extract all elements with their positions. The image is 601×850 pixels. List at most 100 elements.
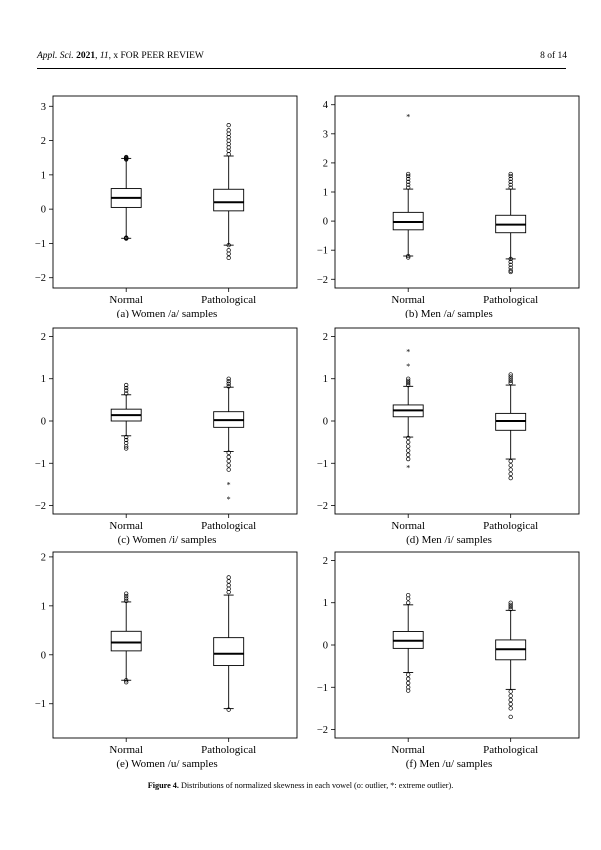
outlier-point (508, 606, 513, 612)
y-tick-label: 0 (323, 417, 328, 428)
outlier-point (226, 384, 231, 389)
figure-label: Figure 4. (147, 781, 179, 790)
figure-caption: Figure 4. Distributions of normalized sk… (0, 781, 601, 790)
outlier-point (226, 145, 231, 150)
outlier-point (124, 391, 129, 396)
box-normal (110, 591, 142, 685)
outlier-point (406, 444, 411, 449)
y-tick-label: 1 (323, 374, 328, 385)
box-pathological: ** (213, 376, 245, 504)
iqr-box (110, 630, 142, 652)
iqr-box (213, 637, 245, 667)
outlier-point (124, 382, 129, 388)
outlier-point (406, 173, 411, 179)
outlier-point (508, 372, 513, 377)
panel-title: (f) Men /u/ samples (406, 758, 492, 770)
box-normal: * * * (392, 347, 424, 473)
box-normal: * (392, 112, 424, 260)
outlier-point (508, 697, 513, 703)
outlier-point (226, 454, 231, 460)
outlier-point (124, 434, 129, 440)
outlier-point (508, 265, 513, 270)
outlier-point (226, 122, 231, 128)
outlier-point (226, 575, 231, 580)
outlier-point (226, 248, 231, 253)
plot-frame (334, 327, 580, 515)
panel-title: (c) Women /i/ samples (118, 534, 217, 546)
x-tick-label: Normal (391, 294, 425, 306)
outlier-point (406, 176, 411, 182)
box-pathological (495, 171, 527, 275)
outlier-point (226, 379, 231, 384)
x-tick-label: Pathological (201, 520, 256, 532)
boxplot-chart: −2 −1 0 1 2 3 Normal Pathological (a) Women /a/ … (35, 95, 298, 320)
y-tick-label: 1 (41, 374, 46, 385)
header-rule (37, 68, 566, 69)
review-status: , x FOR PEER REVIEW (108, 51, 204, 61)
outlier-point (124, 385, 129, 391)
x-tick-label: Normal (391, 744, 425, 756)
panel-title: (b) Men /a/ samples (405, 308, 493, 318)
journal-volume: 11 (99, 51, 109, 61)
outlier-point (124, 680, 129, 685)
outlier-point (226, 583, 231, 588)
outlier-point (226, 131, 231, 136)
extreme-outlier-point: * (406, 464, 410, 473)
outlier-point (508, 471, 513, 476)
outlier-point (226, 586, 231, 591)
outlier-point (226, 459, 231, 464)
panel-e-women-u: −1 0 1 2 Normal Pathological (e) Women /u/ sam… (20, 542, 305, 774)
plot-frame (52, 327, 298, 515)
outlier-point (508, 176, 513, 182)
y-tick-label: −2 (35, 501, 46, 512)
outlier-point (226, 141, 231, 147)
outlier-point (508, 268, 513, 273)
y-tick-label: 0 (41, 205, 46, 216)
outlier-point (226, 148, 231, 154)
outlier-point (508, 604, 513, 610)
extreme-outlier-point: * (227, 495, 231, 504)
box-normal (110, 154, 142, 241)
journal-year: 2021 (76, 51, 96, 61)
outlier-point (508, 467, 513, 472)
outlier-point (124, 444, 129, 449)
outlier-point (226, 138, 231, 143)
outlier-point (508, 374, 513, 379)
outlier-point (406, 676, 411, 681)
outlier-point (406, 439, 411, 445)
outlier-point (226, 242, 231, 248)
iqr-box (213, 188, 245, 212)
y-tick-label: 0 (41, 417, 46, 428)
plot-frame (334, 551, 580, 739)
outlier-point (406, 380, 411, 386)
outlier-point (124, 598, 129, 604)
page-number: 8 of 14 (540, 51, 567, 61)
outlier-point (508, 173, 513, 179)
y-tick-label: −1 (317, 246, 328, 257)
outlier-point (226, 467, 231, 472)
outlier-point (508, 702, 513, 707)
boxplot-chart: −2 −1 0 1 2 3 4 Normal Pathological (b) Men /a/ s… (317, 95, 580, 320)
outlier-point (406, 185, 411, 190)
y-tick-label: 3 (323, 129, 328, 140)
panel-title: (a) Women /a/ samples (117, 308, 218, 318)
box-pathological (495, 372, 527, 481)
y-tick-label: −2 (35, 273, 46, 284)
journal-citation: Appl. Sci. 2021, 11, x FOR PEER REVIEW (37, 51, 204, 61)
x-tick-label: Normal (109, 294, 143, 306)
outlier-point (508, 600, 513, 605)
box-pathological (495, 600, 527, 720)
outlier-point (406, 452, 411, 457)
outlier-point (508, 689, 513, 694)
outlier-point (226, 152, 231, 157)
y-tick-label: 1 (323, 598, 328, 609)
y-tick-label: 3 (41, 102, 46, 113)
outlier-point (406, 253, 411, 259)
panel-d-men-i: −2 −1 0 1 2 Normal Pathological (d) Men /i/ sam… (302, 318, 587, 550)
y-tick-label: 1 (41, 170, 46, 181)
outlier-point (226, 381, 231, 386)
outlier-point (508, 459, 513, 464)
outlier-point (124, 235, 129, 240)
outlier-point (508, 602, 513, 607)
panel-title: (e) Women /u/ samples (116, 758, 217, 770)
